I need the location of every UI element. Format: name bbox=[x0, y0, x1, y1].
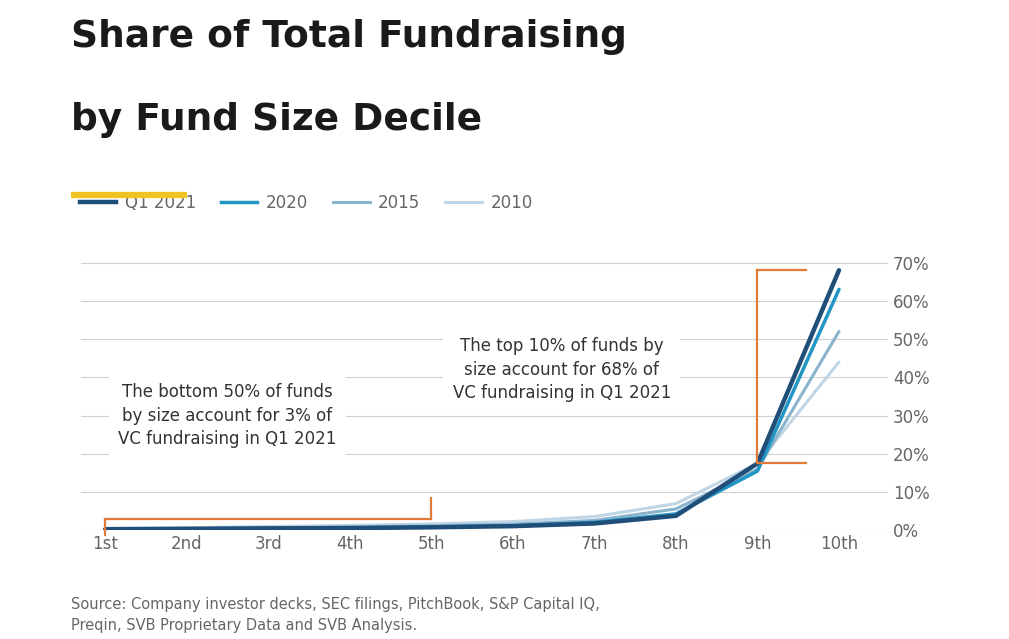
Text: The top 10% of funds by
size account for 68% of
VC fundraising in Q1 2021: The top 10% of funds by size account for… bbox=[453, 337, 671, 403]
Text: by Fund Size Decile: by Fund Size Decile bbox=[71, 102, 481, 138]
Text: The bottom 50% of funds
by size account for 3% of
VC fundraising in Q1 2021: The bottom 50% of funds by size account … bbox=[118, 383, 337, 448]
Legend: Q1 2021, 2020, 2015, 2010: Q1 2021, 2020, 2015, 2010 bbox=[73, 187, 539, 219]
Text: Source: Company investor decks, SEC filings, PitchBook, S&P Capital IQ,
Preqin, : Source: Company investor decks, SEC fili… bbox=[71, 597, 599, 633]
Text: Share of Total Fundraising: Share of Total Fundraising bbox=[71, 19, 627, 55]
